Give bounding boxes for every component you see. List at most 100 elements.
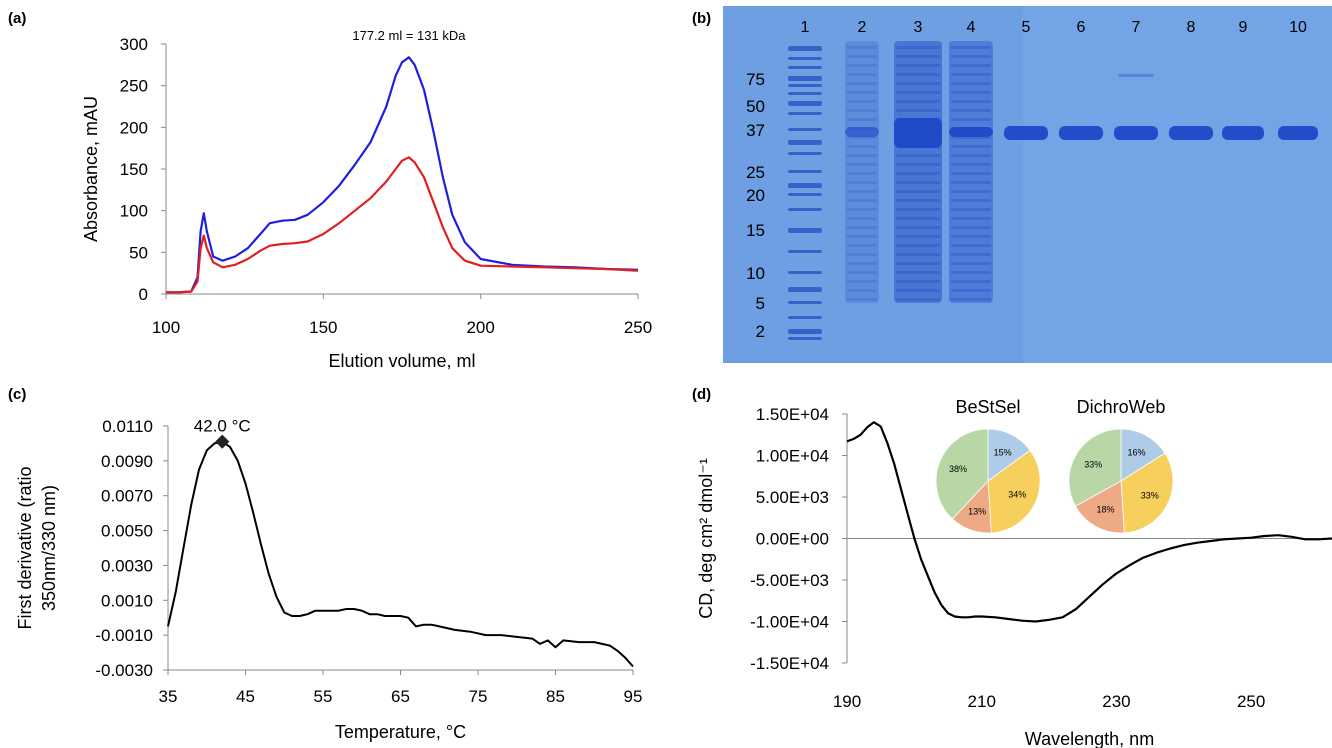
smear-band (847, 181, 877, 184)
marker-label: 75 (746, 70, 765, 89)
ladder-band (788, 140, 822, 145)
smear-band (951, 262, 991, 265)
y-tick-label: 300 (120, 35, 148, 54)
smear-band (951, 190, 991, 193)
smear-band (847, 253, 877, 256)
y-tick-label: 200 (120, 118, 148, 137)
x-tick-label: 65 (391, 687, 410, 706)
smear-band (847, 271, 877, 274)
smear-band (847, 172, 877, 175)
y-tick-label: 50 (129, 243, 148, 262)
ladder-band (788, 84, 822, 87)
ladder-band (788, 228, 822, 233)
lane-label: 9 (1239, 19, 1248, 36)
smear-band (951, 46, 991, 49)
target-band-lane-8 (1169, 126, 1213, 140)
smear-band (896, 271, 940, 274)
smear-band (896, 82, 940, 85)
pie-slice-label: 33% (1141, 491, 1159, 501)
ladder-band (788, 101, 822, 106)
smear-band (951, 118, 991, 121)
smear-band (847, 82, 877, 85)
derivative-line (167, 440, 634, 668)
lane-label: 1 (801, 19, 810, 36)
smear-band (896, 91, 940, 94)
marker-label: 37 (746, 121, 765, 140)
smear-band (847, 280, 877, 283)
y-tick-label: -0.0030 (95, 661, 153, 680)
y-tick-label: 0.0070 (101, 487, 153, 506)
y-tick-label: -5.00E+03 (750, 571, 829, 590)
marker-label: 5 (756, 294, 765, 313)
smear-band (951, 226, 991, 229)
ladder-band (788, 193, 822, 196)
pie-slice (1120, 428, 1166, 482)
smear-band (847, 109, 877, 112)
smear-band (951, 280, 991, 283)
smear-band (951, 181, 991, 184)
ladder-band (788, 57, 822, 60)
smear-band (896, 181, 940, 184)
y-tick-label: 0.0030 (101, 556, 153, 575)
smear-band (951, 109, 991, 112)
pie-slice (1120, 452, 1174, 534)
smear-band (951, 145, 991, 148)
y-tick-label: -1.00E+04 (750, 613, 829, 632)
y-tick-label: 1.00E+04 (756, 447, 829, 466)
smear-band (847, 190, 877, 193)
ladder-band (788, 76, 822, 81)
x-tick-label: 55 (314, 687, 333, 706)
smear-band (847, 55, 877, 58)
smear-band (951, 163, 991, 166)
smear-band (896, 46, 940, 49)
smear-band (896, 208, 940, 211)
smear-band (951, 244, 991, 247)
smear-band (896, 235, 940, 238)
peak-annotation: 177.2 ml = 131 kDa (352, 28, 466, 43)
gel-background-light (1023, 6, 1332, 363)
smear-band (951, 199, 991, 202)
smear-band (951, 235, 991, 238)
smear-band (951, 91, 991, 94)
pie-slice-label: 18% (1096, 504, 1114, 514)
smear-band (951, 217, 991, 220)
marker-label: 25 (746, 163, 765, 182)
ladder-band (788, 170, 822, 173)
x-axis-title: Elution volume, ml (328, 351, 475, 371)
panel-label-a: (a) (8, 10, 27, 27)
x-tick-label: 95 (624, 687, 643, 706)
chart-a-elution: 0 50 100 150 200 250 300 100 150 200 250 Elution vo… (81, 28, 652, 371)
smear-band (847, 199, 877, 202)
smear-band (896, 244, 940, 247)
pie-slice (935, 428, 989, 520)
smear-band (847, 217, 877, 220)
y-tick-label: 0.0010 (101, 591, 153, 610)
y-tick-label: -1.50E+04 (750, 654, 829, 673)
target-band-lane-7 (1114, 126, 1158, 140)
smear-band (896, 190, 940, 193)
smear-band (896, 64, 940, 67)
chart-d-circular-dichroism: -1.50E+04 -1.00E+04 -5.00E+03 0.00E+00 5.00E… (696, 397, 1332, 748)
ladder-band (788, 271, 822, 274)
smear-band (847, 118, 877, 121)
smear-band (847, 262, 877, 265)
panel-label-b: (b) (692, 10, 712, 27)
y-tick-label: 100 (120, 202, 148, 221)
target-band-lane-5 (1004, 126, 1048, 140)
smear-band (847, 226, 877, 229)
x-tick-label: 150 (309, 318, 337, 337)
pie-slice-label: 38% (949, 464, 967, 474)
smear-band (896, 163, 940, 166)
lane-smear (949, 41, 993, 303)
lane-label: 10 (1289, 19, 1307, 36)
smear-band (896, 226, 940, 229)
smear-band (951, 271, 991, 274)
x-tick-label: 190 (833, 692, 861, 711)
smear-band (951, 73, 991, 76)
x-tick-label: 35 (159, 687, 178, 706)
panel-label-d: (d) (692, 386, 712, 403)
smear-band (951, 154, 991, 157)
marker-label: 20 (746, 186, 765, 205)
smear-band (896, 289, 940, 292)
smear-band (847, 46, 877, 49)
